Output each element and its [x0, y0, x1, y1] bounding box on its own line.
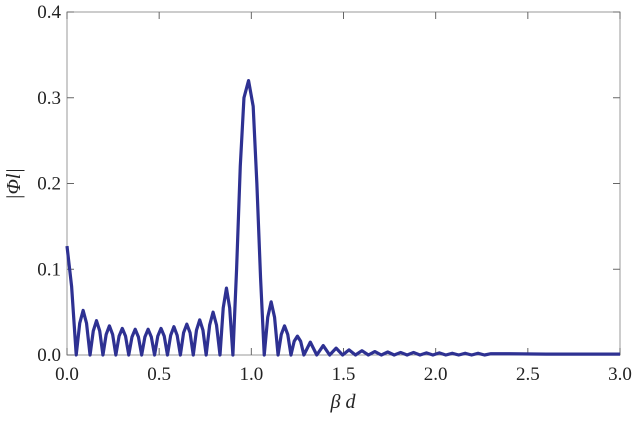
x-axis-label: β d [330, 391, 357, 413]
x-tick-label: 2.0 [424, 364, 448, 385]
x-tick-label: 3.0 [608, 364, 632, 385]
x-tick-label: 0.0 [55, 364, 79, 385]
x-tick-label: 2.5 [516, 364, 540, 385]
x-tick-label: 1.5 [332, 364, 356, 385]
data-line [65, 79, 620, 357]
y-tick-label: 0.1 [37, 259, 61, 280]
y-tick-label: 0.3 [37, 88, 61, 109]
y-axis-label: |Φl| [3, 168, 25, 200]
y-tick-label: 0.4 [37, 2, 61, 23]
x-tick-label: 0.5 [147, 364, 171, 385]
plot-frame [66, 11, 621, 356]
y-tick-label: 0.0 [37, 345, 61, 366]
x-tick-label: 1.0 [239, 364, 263, 385]
y-tick-label: 0.2 [37, 174, 61, 195]
